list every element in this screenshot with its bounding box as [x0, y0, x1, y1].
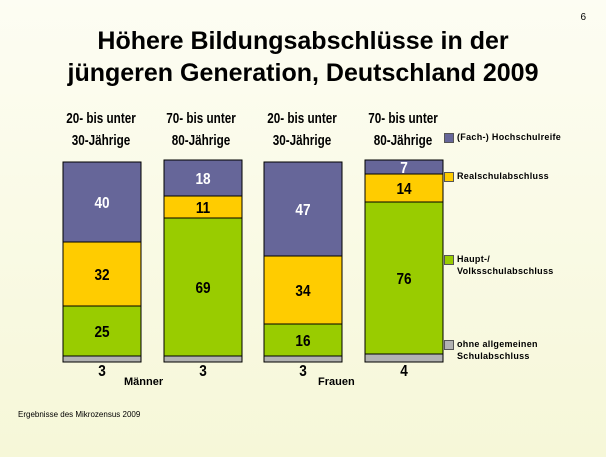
column-header-3-line-1: 20- bis unter [267, 110, 337, 127]
source-footnote: Ergebnisse des Mikrozensus 2009 [18, 410, 141, 419]
column-header-4: 70- bis unter 80-Jährige [360, 108, 446, 152]
column-header-4-line-2: 80-Jährige [373, 132, 433, 149]
data-label-realschul-1: 32 [94, 267, 109, 284]
column-header-4-line-1: 70- bis unter [368, 110, 438, 127]
bar-hochschulreife-3 [263, 161, 343, 257]
group-label-maenner: Männer [124, 376, 164, 388]
legend-item-ohne: ohne allgemeinen Schulabschluss [444, 338, 604, 368]
page-number: 6 [580, 12, 586, 23]
data-label-realschul-2: 11 [196, 200, 210, 217]
group-label-frauen: Frauen [318, 376, 355, 388]
bar-ohne-4 [364, 353, 444, 363]
legend-item-hochschulreife: (Fach-) Hochschulreife [444, 131, 604, 161]
data-label-haupt-2: 69 [195, 280, 210, 297]
legend-label-realschul: Realschulabschluss [457, 171, 549, 181]
column-header-2-line-2: 80-Jährige [171, 132, 231, 149]
data-label-haupt-4: 76 [396, 271, 411, 288]
data-label-hochschulreife-1: 40 [94, 195, 109, 212]
bar-realschul-4 [364, 173, 444, 203]
column-header-2-line-1: 70- bis unter [166, 110, 236, 127]
column-header-1-line-1: 20- bis unter [66, 110, 136, 127]
bar-hochschulreife-4 [364, 159, 444, 175]
legend-swatch-realschul [444, 172, 454, 182]
data-label-haupt-3: 16 [295, 333, 310, 350]
data-label-hochschulreife-4: 7 [400, 160, 408, 177]
legend-swatch-hochschulreife [444, 133, 454, 143]
bar-realschul-1 [62, 241, 142, 307]
data-label-hochschulreife-2: 18 [195, 171, 210, 188]
bar-ohne-2 [163, 355, 243, 363]
data-label-ohne-1: 3 [98, 363, 106, 380]
bar-hochschulreife-2 [163, 159, 243, 197]
bar-haupt-3 [263, 323, 343, 357]
chart-title-line-2: jüngeren Generation, Deutschland 2009 [67, 59, 539, 87]
bar-hochschulreife-1 [62, 161, 142, 243]
column-header-3-line-2: 30-Jährige [272, 132, 332, 149]
bar-realschul-3 [263, 255, 343, 325]
data-label-ohne-4: 4 [400, 363, 408, 380]
column-header-1: 20- bis unter 30-Jährige [58, 108, 144, 152]
bar-haupt-1 [62, 305, 142, 357]
legend-swatch-ohne [444, 340, 454, 350]
column-header-1-line-2: 30-Jährige [71, 132, 131, 149]
column-header-3: 20- bis unter 30-Jährige [259, 108, 345, 152]
data-label-realschul-4: 14 [396, 181, 412, 198]
legend-label-haupt: Haupt-/ Volksschulabschluss [457, 254, 554, 276]
data-label-hochschulreife-3: 47 [295, 202, 310, 219]
legend-label-ohne: ohne allgemeinen Schulabschluss [457, 339, 538, 361]
bar-ohne-3 [263, 355, 343, 363]
legend-label-hochschulreife: (Fach-) Hochschulreife [457, 132, 562, 142]
bar-haupt-4 [364, 201, 444, 355]
legend-item-haupt: Haupt-/ Volksschulabschluss [444, 253, 604, 283]
data-label-ohne-2: 3 [199, 363, 207, 380]
chart-title-line-1: Höhere Bildungsabschlüsse in der [97, 27, 509, 55]
bar-ohne-1 [62, 355, 142, 363]
legend-swatch-haupt [444, 255, 454, 265]
data-label-ohne-3: 3 [299, 363, 307, 380]
legend-item-realschul: Realschulabschluss [444, 170, 604, 200]
data-label-haupt-1: 25 [94, 324, 109, 341]
data-label-realschul-3: 34 [295, 283, 311, 300]
column-header-2: 70- bis unter 80-Jährige [158, 108, 244, 152]
